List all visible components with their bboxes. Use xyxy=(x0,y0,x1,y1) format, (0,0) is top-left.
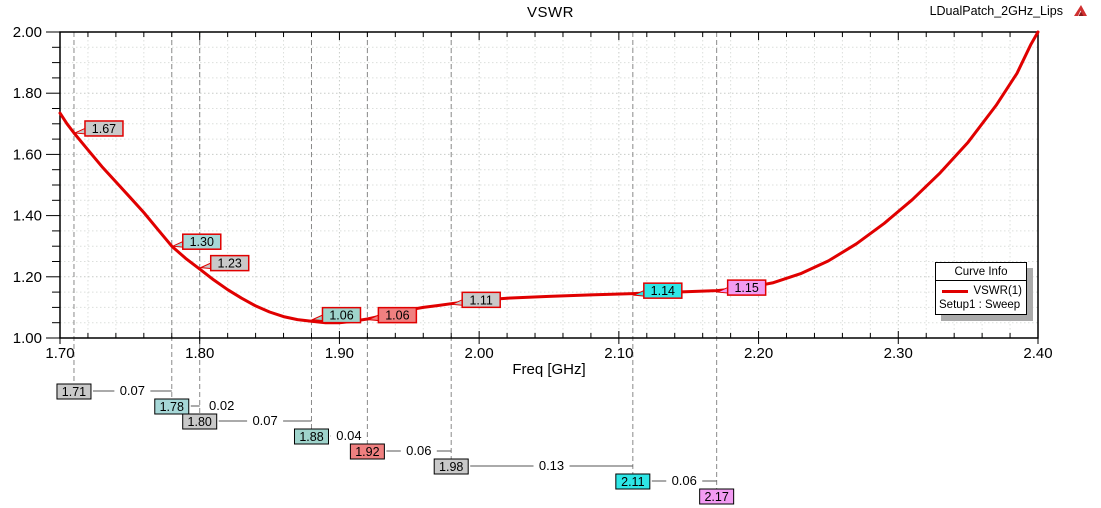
marker-freq-box[interactable] xyxy=(699,488,735,505)
marker-freq-value: 2.17 xyxy=(704,490,728,504)
y-tick-label: 1.40 xyxy=(13,208,42,225)
plot-title: VSWR xyxy=(527,4,574,21)
marker-delta-label: 0.07 xyxy=(252,413,277,428)
y-tick-label: 2.00 xyxy=(13,24,42,41)
marker-freq-box[interactable] xyxy=(56,383,92,400)
marker-freq-box[interactable] xyxy=(433,458,469,475)
y-tick-label: 1.60 xyxy=(13,146,42,163)
marker-delta-label: 0.13 xyxy=(539,458,564,473)
curve-marker-box[interactable] xyxy=(321,306,362,324)
curve-marker-value: 1.06 xyxy=(385,309,409,323)
marker-delta-label: 0.06 xyxy=(672,473,697,488)
curve-marker-value: 1.15 xyxy=(734,281,758,295)
marker-freq-value: 1.78 xyxy=(160,400,184,414)
project-label: LDualPatch_2GHz_Lips xyxy=(930,4,1089,18)
legend-separator xyxy=(936,280,1026,281)
curve-marker-box[interactable] xyxy=(461,291,501,309)
curve-marker-box[interactable] xyxy=(726,279,767,296)
curve-marker-box[interactable] xyxy=(84,120,124,137)
curve-marker-box[interactable] xyxy=(643,282,683,299)
legend-series-label: VSWR(1) xyxy=(973,285,1022,297)
x-axis-title: Freq [GHz] xyxy=(512,361,585,378)
x-tick-label: 2.20 xyxy=(744,345,773,362)
x-tick-label: 1.70 xyxy=(45,345,74,362)
curve-marker-value: 1.30 xyxy=(190,235,214,249)
curve-marker-value: 1.67 xyxy=(92,122,116,136)
marker-freq-value: 2.11 xyxy=(621,475,644,489)
marker-freq-value: 1.80 xyxy=(188,415,212,429)
x-tick-label: 2.40 xyxy=(1023,345,1052,362)
marker-delta-label: 0.04 xyxy=(336,428,361,443)
x-tick-label: 2.10 xyxy=(604,345,633,362)
legend-curve-info[interactable]: Curve Info VSWR(1) Setup1 : Sweep xyxy=(935,262,1027,315)
marker-freq-box[interactable] xyxy=(293,428,329,445)
project-name-text: LDualPatch_2GHz_Lips xyxy=(929,4,1063,18)
marker-freq-value: 1.92 xyxy=(355,445,379,459)
marker-freq-box[interactable] xyxy=(154,398,190,415)
curve-marker-value: 1.23 xyxy=(218,257,242,271)
series-color-swatch xyxy=(942,289,969,293)
curve-marker-value: 1.14 xyxy=(651,284,675,298)
x-tick-label: 1.80 xyxy=(185,345,214,362)
x-tick-label: 2.00 xyxy=(465,345,494,362)
marker-freq-value: 1.98 xyxy=(439,460,463,474)
marker-freq-box[interactable] xyxy=(615,473,651,490)
y-tick-label: 1.00 xyxy=(13,330,42,347)
curve-marker-box[interactable] xyxy=(209,254,250,272)
x-tick-label: 1.90 xyxy=(325,345,354,362)
curve-marker-value: 1.06 xyxy=(329,309,353,323)
curve-marker-value: 1.11 xyxy=(469,293,492,307)
legend-setup-label: Setup1 : Sweep xyxy=(939,299,1021,311)
marker-freq-box[interactable] xyxy=(182,413,218,430)
curve-marker-box[interactable] xyxy=(182,233,222,250)
legend-title: Curve Info xyxy=(954,266,1008,278)
marker-delta-label: 0.02 xyxy=(209,398,234,413)
marker-freq-value: 1.88 xyxy=(299,430,323,444)
ansys-logo-icon xyxy=(1074,5,1087,16)
y-tick-label: 1.20 xyxy=(13,269,42,286)
marker-delta-label: 0.06 xyxy=(406,443,431,458)
vswr-curve[interactable] xyxy=(58,30,1040,325)
y-tick-label: 1.80 xyxy=(13,85,42,102)
curve-marker-box[interactable] xyxy=(377,306,418,324)
x-tick-label: 2.30 xyxy=(884,345,913,362)
marker-freq-value: 1.71 xyxy=(62,385,86,399)
marker-freq-box[interactable] xyxy=(349,443,385,460)
marker-delta-label: 0.07 xyxy=(120,383,145,398)
